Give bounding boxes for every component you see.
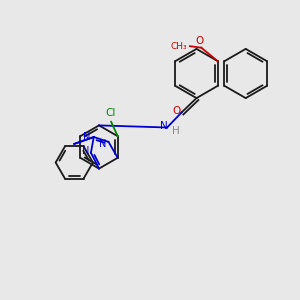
Text: H: H: [172, 125, 179, 136]
Text: O: O: [196, 36, 204, 46]
Text: N: N: [82, 146, 89, 156]
Text: CH₃: CH₃: [171, 42, 188, 51]
Text: N: N: [160, 121, 168, 131]
Text: N: N: [83, 132, 91, 142]
Text: Cl: Cl: [105, 108, 116, 118]
Text: N: N: [99, 139, 107, 149]
Text: O: O: [172, 106, 180, 116]
